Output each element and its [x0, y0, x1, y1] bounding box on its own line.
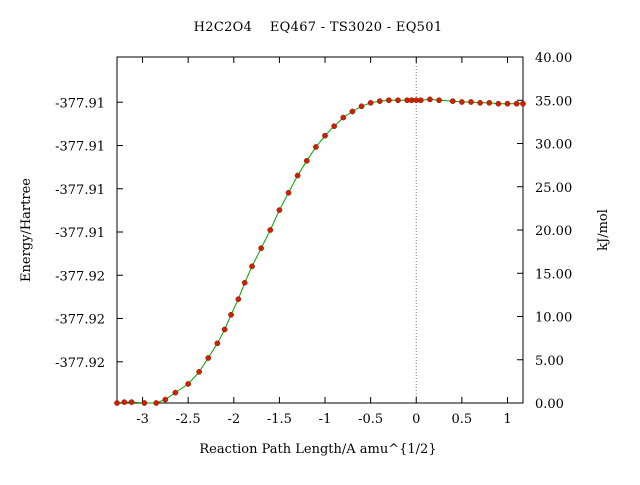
- left-tick-label: -377.92: [55, 356, 105, 371]
- x-axis-title: Reaction Path Length/A amu^{1/2}: [199, 442, 436, 457]
- data-point: [258, 245, 265, 252]
- data-point: [196, 369, 202, 375]
- x-tick-label: -1: [319, 412, 332, 427]
- x-tick-label: -3: [136, 412, 149, 427]
- data-point: [331, 123, 337, 130]
- right-tick-label: 5.00: [535, 354, 564, 369]
- data-point: [172, 389, 179, 396]
- plot-frame: [116, 56, 524, 404]
- data-point: [294, 172, 301, 179]
- left-tick-label: -377.92: [55, 269, 105, 284]
- data-point: [367, 99, 374, 106]
- right-tick-label: 15.00: [535, 267, 572, 282]
- right-tick-label: 25.00: [535, 181, 572, 196]
- right-tick-label: 20.00: [535, 224, 572, 239]
- right-tick-label: 0.00: [535, 397, 564, 412]
- right-tick-label: 30.00: [535, 138, 572, 153]
- data-point: [340, 114, 347, 121]
- data-point: [513, 100, 520, 107]
- left-tick-label: -377.91: [55, 140, 105, 155]
- y-axis-right-title: kJ/mol: [596, 209, 611, 251]
- data-point: [221, 326, 228, 333]
- data-point: [162, 396, 169, 403]
- data-point: [376, 98, 383, 104]
- left-tick-label: -377.91: [55, 226, 105, 241]
- data-point: [449, 98, 456, 104]
- data-point: [285, 189, 292, 196]
- data-point: [121, 399, 128, 405]
- data-point: [520, 100, 526, 107]
- data-point: [468, 99, 474, 105]
- right-tick-label: 40.00: [535, 51, 572, 66]
- left-tick-label: -377.92: [55, 313, 105, 328]
- data-point: [228, 311, 234, 318]
- data-point: [214, 340, 221, 347]
- data-point: [267, 227, 274, 233]
- x-tick-label: 1: [503, 412, 511, 427]
- data-point: [205, 355, 212, 361]
- data-point: [417, 97, 424, 104]
- data-point: [153, 400, 160, 406]
- data-point: [313, 144, 319, 150]
- data-point: [128, 399, 135, 405]
- left-tick-label: -377.91: [55, 96, 105, 111]
- data-point: [141, 400, 148, 406]
- right-tick-label: 35.00: [535, 94, 572, 109]
- data-point: [276, 207, 283, 213]
- x-tick-label: 0: [412, 412, 420, 427]
- data-point: [386, 97, 392, 104]
- data-point: [427, 96, 433, 103]
- x-tick-label: 0.5: [452, 412, 473, 427]
- data-point: [185, 381, 192, 387]
- data-point: [349, 108, 356, 115]
- data-point: [436, 97, 442, 104]
- x-tick-label: -2.5: [176, 412, 201, 427]
- chart-title: H2C2O4 EQ467 - TS3020 - EQ501: [194, 20, 443, 35]
- data-point: [358, 103, 365, 110]
- data-point: [235, 296, 242, 303]
- right-tick-label: 10.00: [535, 311, 572, 326]
- data-point: [486, 99, 493, 106]
- plot-area: -3 -2.5 -2 -1.5 -1 -0.5 0 0.5 10.005.0010.0015.0…: [55, 51, 572, 427]
- y-axis-left-title: Energy/Hartree: [19, 178, 34, 282]
- left-tick-label: -377.91: [55, 183, 105, 198]
- data-point: [477, 99, 483, 106]
- x-tick-label: -0.5: [358, 412, 383, 427]
- energy-curve: [116, 98, 523, 404]
- data-point: [395, 97, 401, 104]
- data-point: [114, 400, 120, 406]
- data-point: [249, 263, 255, 270]
- data-point: [459, 99, 465, 105]
- x-tick-label: -2: [227, 412, 240, 427]
- data-point: [303, 157, 310, 164]
- x-tick-label: -1.5: [267, 412, 292, 427]
- data-point: [241, 279, 248, 286]
- data-point: [504, 100, 511, 107]
- data-point: [322, 132, 328, 139]
- data-point: [495, 100, 502, 107]
